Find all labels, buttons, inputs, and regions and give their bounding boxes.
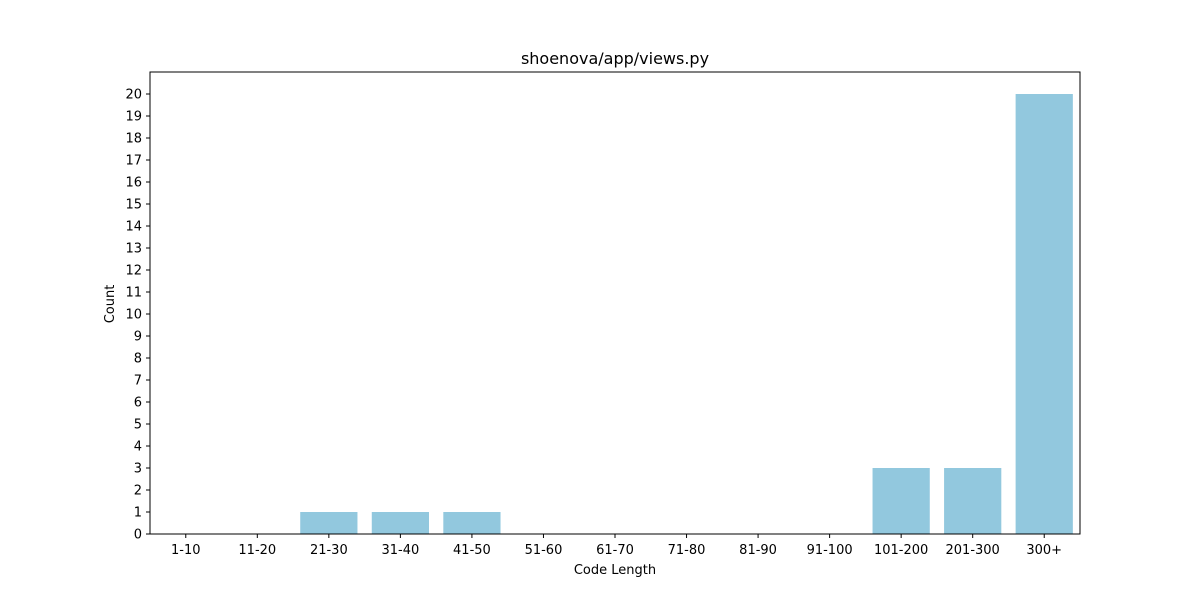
- y-tick-label: 20: [125, 88, 142, 103]
- x-tick-label: 201-300: [946, 543, 1000, 558]
- y-tick-label: 5: [134, 418, 142, 433]
- y-tick-label: 2: [134, 484, 142, 499]
- y-tick-label: 8: [134, 352, 142, 367]
- bar-41-50: [443, 512, 501, 534]
- y-axis-label: Count: [103, 285, 118, 324]
- x-tick-label: 61-70: [596, 543, 634, 558]
- y-tick-label: 13: [125, 242, 142, 257]
- x-axis-label: Code Length: [574, 563, 656, 578]
- bar-101-200: [872, 468, 930, 534]
- y-tick-label: 1: [134, 506, 142, 521]
- x-tick-label: 81-90: [739, 543, 777, 558]
- x-tick-label: 71-80: [668, 543, 706, 558]
- y-tick-label: 11: [125, 286, 142, 301]
- x-axis-ticks: 1-10 11-20 21-30 31-40 41-50 51-60 61-70 71-80 8…: [171, 534, 1062, 558]
- x-tick-label: 101-200: [874, 543, 928, 558]
- y-tick-label: 9: [134, 330, 142, 345]
- x-tick-label: 1-10: [171, 543, 201, 558]
- x-tick-label: 11-20: [238, 543, 276, 558]
- x-tick-label: 91-100: [807, 543, 853, 558]
- y-tick-label: 16: [125, 176, 142, 191]
- y-tick-label: 15: [125, 198, 142, 213]
- plot-frame: [149, 71, 1081, 535]
- y-tick-label: 17: [125, 154, 142, 169]
- y-tick-label: 18: [125, 132, 142, 147]
- x-tick-label: 31-40: [381, 543, 419, 558]
- y-tick-label: 10: [125, 308, 142, 323]
- x-tick-label: 41-50: [453, 543, 491, 558]
- y-tick-label: 14: [125, 220, 142, 235]
- x-tick-label: 21-30: [310, 543, 348, 558]
- bar-21-30: [300, 512, 358, 534]
- bar-300+: [1015, 94, 1073, 534]
- y-tick-label: 6: [134, 396, 142, 411]
- y-tick-label: 0: [134, 528, 142, 543]
- y-tick-label: 12: [125, 264, 142, 279]
- bar-201-300: [944, 468, 1002, 534]
- bars-group: [300, 94, 1073, 534]
- y-tick-label: 4: [134, 440, 142, 455]
- y-tick-label: 7: [134, 374, 142, 389]
- x-tick-label: 51-60: [525, 543, 563, 558]
- bar-31-40: [371, 512, 429, 534]
- chart-title: shoenova/app/views.py: [521, 49, 709, 68]
- x-tick-label: 300+: [1026, 543, 1062, 558]
- y-tick-label: 3: [134, 462, 142, 477]
- y-tick-label: 19: [125, 110, 142, 125]
